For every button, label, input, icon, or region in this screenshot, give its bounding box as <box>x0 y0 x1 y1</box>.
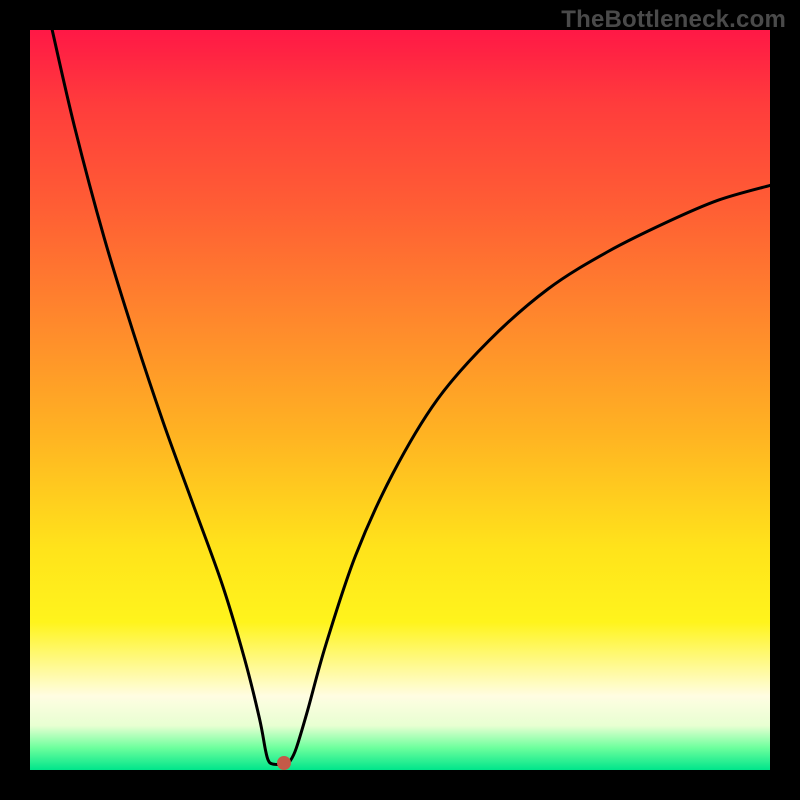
bottleneck-curve <box>30 30 770 770</box>
optimum-marker <box>277 756 291 770</box>
plot-area <box>30 30 770 770</box>
chart-frame: TheBottleneck.com <box>0 0 800 800</box>
